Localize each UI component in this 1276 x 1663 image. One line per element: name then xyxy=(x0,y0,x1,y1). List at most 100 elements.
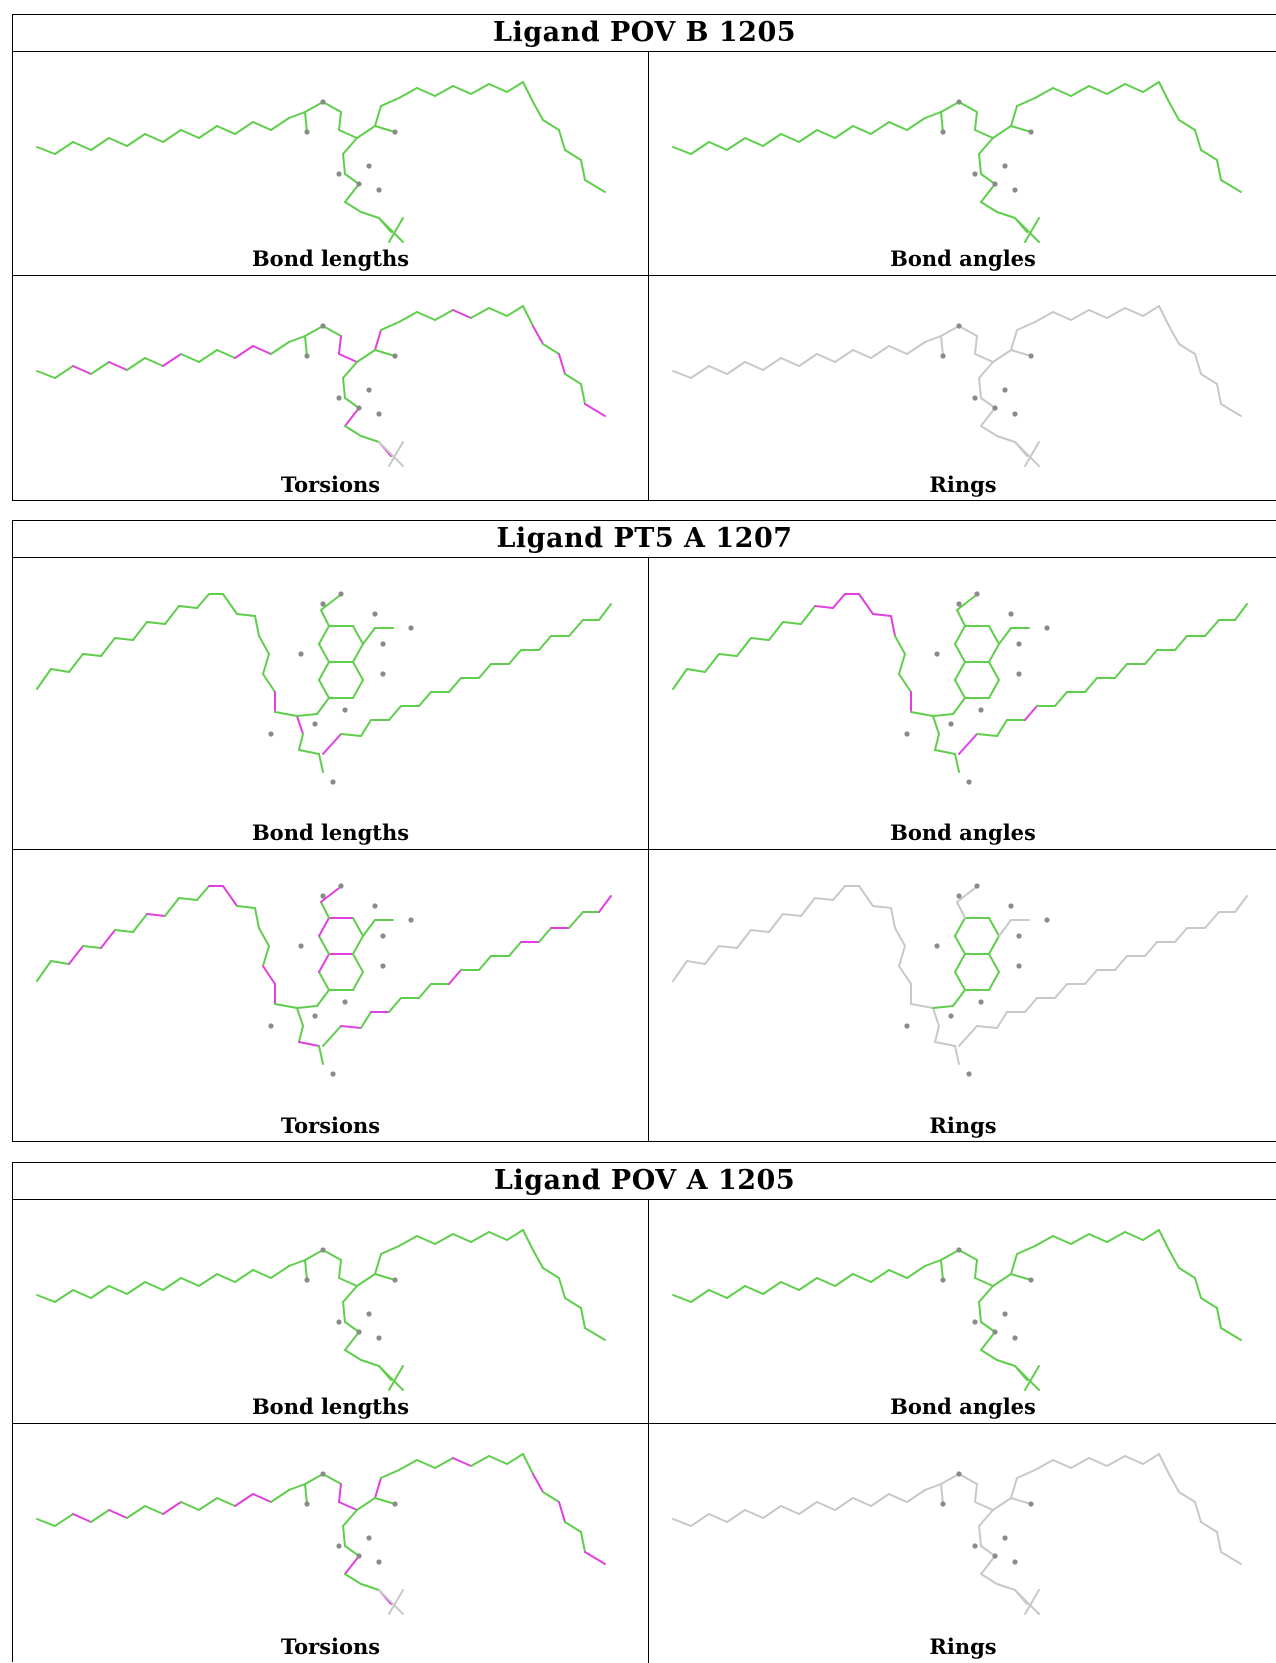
bond xyxy=(870,1493,890,1507)
bond xyxy=(356,1497,376,1511)
bond xyxy=(532,325,544,345)
bond xyxy=(1204,619,1220,637)
atom xyxy=(940,1501,946,1507)
bond xyxy=(144,133,164,143)
bond xyxy=(906,341,926,355)
bond xyxy=(704,653,720,673)
bond xyxy=(978,137,994,155)
bond xyxy=(672,960,688,982)
bond xyxy=(890,615,896,637)
bond xyxy=(298,1025,304,1043)
bond xyxy=(768,913,784,933)
bond xyxy=(180,353,200,363)
bond xyxy=(568,911,584,929)
molecule-diagram xyxy=(36,1229,606,1391)
bond xyxy=(338,1277,358,1287)
bond xyxy=(1010,1497,1032,1505)
ligand-block-3: Ligand POV A 1205 Bond lengths Bond angl… xyxy=(12,1162,1276,1663)
bond xyxy=(1200,1297,1218,1309)
bond xyxy=(690,1513,710,1527)
bond xyxy=(374,329,382,351)
bond xyxy=(352,661,364,681)
panel-bond-angles: Bond angles xyxy=(649,1200,1276,1424)
bond xyxy=(780,357,800,367)
bond xyxy=(690,1289,710,1303)
bond xyxy=(258,927,270,947)
bond xyxy=(1010,105,1018,127)
atom xyxy=(392,1277,398,1283)
bond xyxy=(1052,87,1072,97)
bond xyxy=(216,349,236,359)
bond xyxy=(522,81,534,103)
bond xyxy=(996,435,1016,443)
bond xyxy=(380,1469,400,1479)
bond xyxy=(940,1483,944,1505)
bond xyxy=(90,361,110,375)
bond xyxy=(68,653,84,673)
bond xyxy=(1216,1307,1222,1329)
bond xyxy=(416,1235,436,1245)
bond xyxy=(564,1521,582,1533)
atom xyxy=(948,1013,954,1019)
atom xyxy=(956,323,962,329)
bond xyxy=(954,971,966,991)
atom xyxy=(1002,1535,1008,1541)
bond xyxy=(262,653,270,675)
bond xyxy=(974,129,994,139)
atom xyxy=(934,943,940,949)
atom xyxy=(366,1535,372,1541)
atom xyxy=(392,129,398,135)
atom xyxy=(1016,963,1022,969)
bond xyxy=(1014,217,1040,243)
bond xyxy=(954,1045,960,1065)
bond xyxy=(956,901,966,919)
bond xyxy=(508,649,522,665)
bond xyxy=(1070,309,1090,321)
atom xyxy=(1028,1501,1034,1507)
bond xyxy=(1034,311,1054,323)
bond xyxy=(598,603,612,621)
bond xyxy=(980,201,998,213)
bond xyxy=(434,85,454,97)
atom xyxy=(940,129,946,135)
bond xyxy=(1168,1249,1180,1269)
bond xyxy=(416,87,436,97)
atom xyxy=(1002,1311,1008,1317)
bond xyxy=(988,679,1000,699)
bond xyxy=(338,353,358,363)
bond xyxy=(988,953,1000,973)
bond xyxy=(322,1473,342,1485)
atom xyxy=(992,181,998,187)
bond xyxy=(322,325,342,337)
bond xyxy=(816,353,836,363)
bond xyxy=(1016,1245,1036,1255)
bond xyxy=(216,125,236,135)
bond xyxy=(374,125,396,133)
bond xyxy=(180,129,200,139)
bond xyxy=(584,179,606,193)
bond xyxy=(342,1285,358,1303)
bond xyxy=(1178,119,1196,131)
bond xyxy=(198,1273,218,1287)
bond xyxy=(448,677,462,693)
bond xyxy=(488,83,508,93)
bond xyxy=(800,605,816,625)
bond xyxy=(532,1249,544,1269)
bond xyxy=(870,121,890,135)
bond xyxy=(1204,911,1220,929)
bond xyxy=(954,753,960,773)
atom xyxy=(934,651,940,657)
bond xyxy=(978,1509,994,1527)
bond xyxy=(996,1011,1008,1029)
bond xyxy=(270,1265,290,1279)
bond xyxy=(1024,1589,1040,1615)
bond xyxy=(338,111,342,131)
bond xyxy=(798,129,818,143)
bond xyxy=(198,349,218,363)
bond xyxy=(924,335,942,343)
bond xyxy=(342,361,358,379)
bond xyxy=(470,1455,490,1467)
bond xyxy=(198,1497,218,1511)
bond xyxy=(322,101,342,113)
bond xyxy=(114,637,134,641)
